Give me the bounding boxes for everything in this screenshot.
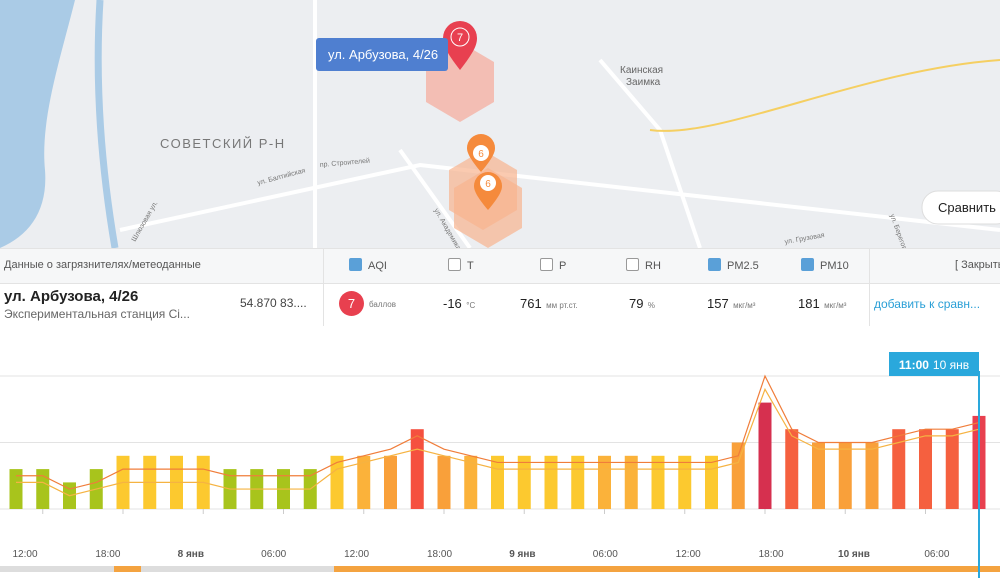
column-label: PM2.5 — [727, 260, 759, 272]
bar — [731, 442, 745, 509]
x-tick-label: 18:00 — [427, 549, 452, 560]
table-header — [0, 248, 1000, 284]
checkbox[interactable] — [349, 258, 362, 271]
bar — [491, 455, 504, 509]
column-toggle[interactable]: P — [540, 258, 566, 272]
column-label: RH — [645, 260, 661, 272]
bar — [678, 455, 692, 509]
unit: мкг/м³ — [733, 301, 756, 310]
column-toggle[interactable]: T — [448, 258, 474, 272]
bar — [705, 455, 718, 509]
bar — [945, 429, 959, 509]
value: -16 — [443, 296, 462, 311]
checkbox[interactable] — [801, 258, 814, 271]
unit: °C — [466, 301, 476, 310]
header-label: Данные о загрязнителях/метеоданные — [4, 259, 201, 271]
line — [16, 387, 980, 497]
bar — [357, 455, 371, 509]
value: 157 — [707, 296, 729, 311]
x-tick-label: 10 янв — [838, 549, 870, 560]
aqi-badge: 7 — [339, 291, 364, 316]
bar — [865, 442, 879, 509]
bar — [544, 455, 558, 509]
bar — [892, 429, 906, 509]
bar — [9, 469, 23, 509]
x-tick-label: 06:00 — [593, 549, 618, 560]
x-tick-label: 12:00 — [12, 549, 37, 560]
marker-label[interactable]: 6 — [478, 149, 484, 160]
column-label: T — [467, 260, 474, 272]
cursor-date: 10 янв — [933, 358, 969, 372]
bar — [758, 402, 772, 509]
x-tick-label: 12:00 — [676, 549, 701, 560]
bar — [464, 455, 478, 509]
x-tick-label: 06:00 — [924, 549, 949, 560]
column-toggle[interactable]: PM10 — [801, 258, 849, 272]
cursor-box — [889, 352, 979, 376]
bar — [410, 429, 424, 509]
station-desc: Экспериментальная станция Сі... — [4, 307, 190, 321]
bar — [651, 455, 665, 509]
column-toggle[interactable]: AQI — [349, 258, 387, 272]
column-toggle[interactable]: PM2.5 — [708, 258, 759, 272]
district-label: СОВЕТСКИЙ Р-Н — [160, 136, 286, 151]
coords: 54.870 83.... — [240, 296, 307, 310]
bar — [598, 455, 611, 509]
bar — [812, 442, 825, 509]
unit: % — [647, 301, 656, 310]
station-name: ул. Арбузова, 4/26 — [4, 288, 139, 305]
bar — [437, 455, 451, 509]
x-tick-label: 12:00 — [344, 549, 369, 560]
map[interactable]: 7 6 6 ул. Арбузова, 4/26 СОВЕТСКИЙ Р-Н К… — [0, 0, 1000, 248]
x-tick-label: 06:00 — [261, 549, 286, 560]
bar — [571, 455, 585, 509]
place-label: Каинская Заимка — [620, 65, 663, 88]
checkbox[interactable] — [448, 258, 461, 271]
column-label: P — [559, 260, 567, 272]
bar — [36, 469, 50, 509]
timeline-range — [334, 566, 1000, 572]
close-button[interactable]: [ Закрыть — [955, 259, 1000, 271]
column-toggle[interactable]: RH — [626, 258, 661, 272]
x-tick-label: 9 янв — [509, 549, 535, 560]
bar — [624, 455, 638, 509]
checkbox[interactable] — [626, 258, 639, 271]
unit: мкг/м³ — [824, 301, 847, 310]
checkbox[interactable] — [708, 258, 721, 271]
unit: мм рт.ст. — [546, 301, 578, 310]
compare-button[interactable]: Сравнить — [938, 200, 996, 215]
checkbox[interactable] — [540, 258, 553, 271]
timeline-range — [114, 566, 141, 572]
bar — [919, 429, 932, 509]
column-label: AQI — [368, 260, 387, 272]
cursor-label: 11:00 10 янв — [899, 358, 969, 372]
x-tick-label: 18:00 — [95, 549, 120, 560]
value: 181 — [798, 296, 820, 311]
x-tick-label: 18:00 — [759, 549, 784, 560]
bar — [838, 442, 852, 509]
marker-label[interactable]: 6 — [485, 179, 491, 190]
x-tick-label: 8 янв — [178, 549, 204, 560]
cursor-time: 11:00 — [899, 358, 929, 372]
bar — [384, 455, 397, 509]
marker-label[interactable]: 7 — [457, 32, 463, 44]
line — [16, 374, 980, 490]
bar — [330, 455, 344, 509]
add-compare[interactable]: добавить к сравн... — [874, 297, 981, 311]
bar — [517, 455, 531, 509]
bar — [785, 429, 799, 509]
map-tooltip: ул. Арбузова, 4/26 — [328, 47, 438, 62]
value: 761 — [520, 296, 542, 311]
column-label: PM10 — [820, 260, 849, 272]
unit: баллов — [369, 300, 396, 309]
value: 79 — [629, 296, 644, 311]
chart: 12:00 18:00 8 янв 06:00 12:00 18:00 9 янв 06:00… — [0, 352, 1000, 578]
